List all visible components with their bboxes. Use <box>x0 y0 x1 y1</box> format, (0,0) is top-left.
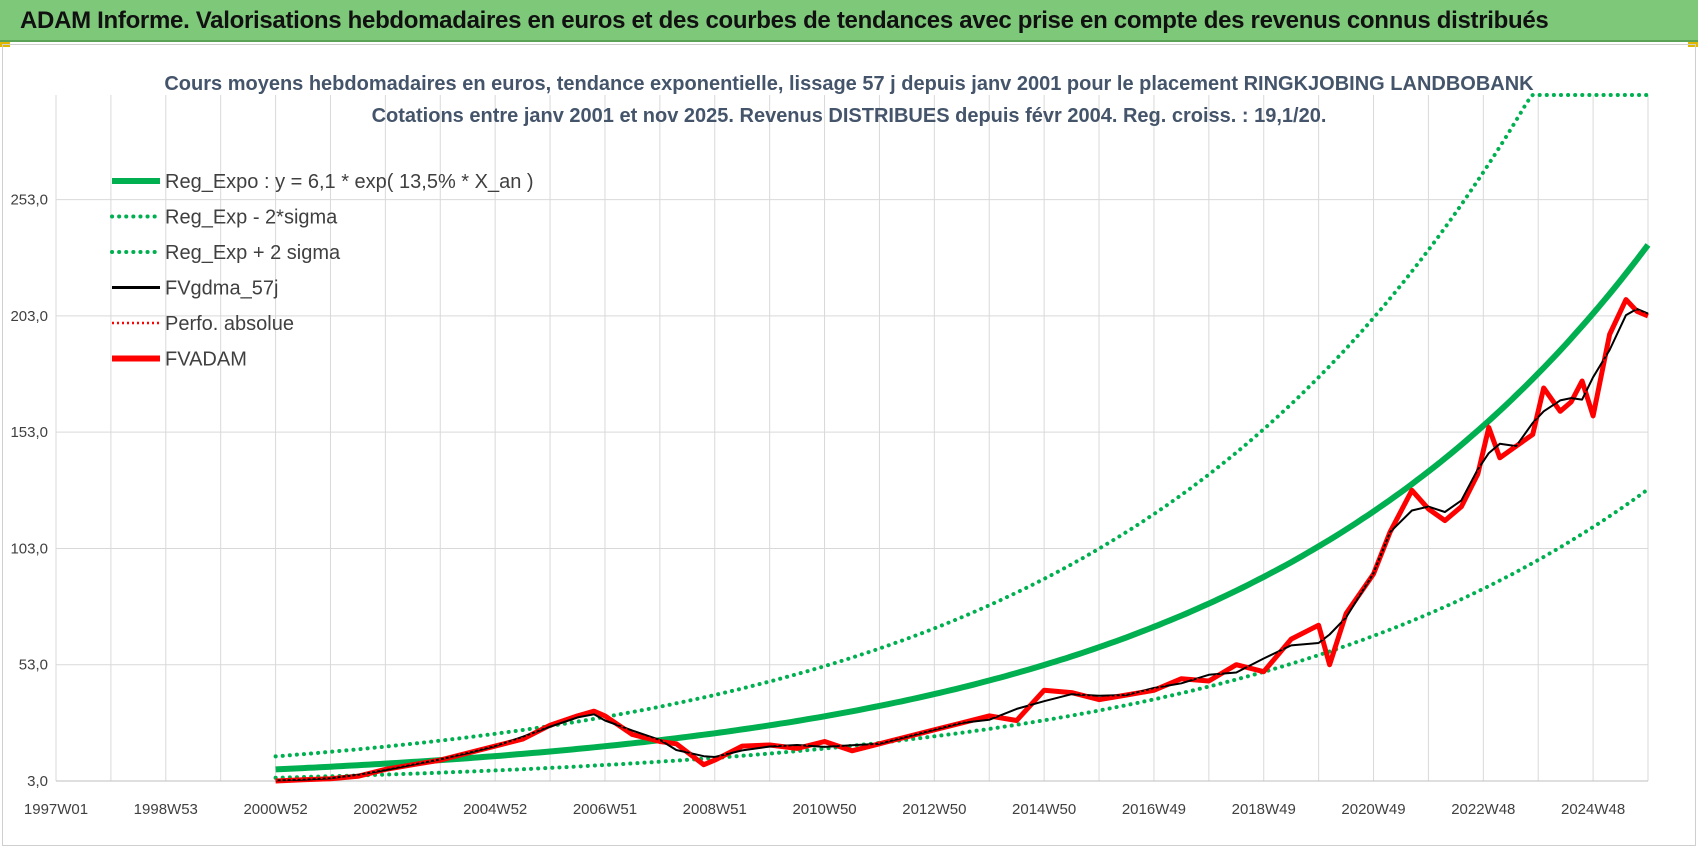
chart-title-line-1: Cours moyens hebdomadaires en euros, ten… <box>164 73 1534 95</box>
legend-label: Perfo. absolue <box>165 313 294 335</box>
legend-label: Reg_Expo : y = 6,1 * exp( 13,5% * X_an ) <box>165 171 534 193</box>
series-layer <box>273 93 1651 784</box>
grid <box>55 95 1649 782</box>
legend-label: FVADAM <box>165 349 247 371</box>
y-tick-label: 153,0 <box>10 424 48 441</box>
x-tick-label: 2014W50 <box>1012 801 1076 818</box>
reg-minus-2sigma-line <box>273 487 1650 780</box>
banner-title: ADAM Informe. Valorisations hebdomadaire… <box>20 7 1549 34</box>
x-tick-label: 2006W51 <box>573 801 637 818</box>
x-tick-label: 2010W50 <box>792 801 856 818</box>
fvgdma-57j-line <box>275 307 1649 782</box>
x-tick-label: 2020W49 <box>1341 801 1405 818</box>
legend-label: Reg_Exp - 2*sigma <box>165 207 338 229</box>
y-tick-label: 103,0 <box>10 540 48 557</box>
x-tick-label: 2008W51 <box>683 801 747 818</box>
x-tick-label: 1997W01 <box>24 801 88 818</box>
x-tick-label: 2002W52 <box>353 801 417 818</box>
y-tick-label: 53,0 <box>19 657 48 674</box>
x-tick-label: 2024W48 <box>1561 801 1625 818</box>
legend-label: FVgdma_57j <box>165 278 278 300</box>
x-tick-label: 2000W52 <box>243 801 307 818</box>
chart-title-line-2: Cotations entre janv 2001 et nov 2025. R… <box>372 105 1327 127</box>
reg-expo-line <box>275 243 1651 773</box>
x-tick-label: 2018W49 <box>1232 801 1296 818</box>
x-tick-label: 2016W49 <box>1122 801 1186 818</box>
fvadam-line <box>275 297 1649 784</box>
y-tick-label: 3,0 <box>27 773 48 790</box>
x-tick-label: 2012W50 <box>902 801 966 818</box>
legend: Reg_Expo : y = 6,1 * exp( 13,5% * X_an )… <box>110 171 534 371</box>
y-tick-label: 203,0 <box>10 308 48 325</box>
x-tick-label: 1998W53 <box>134 801 198 818</box>
y-tick-label: 253,0 <box>10 192 48 209</box>
perfo-absolue-line <box>275 296 1649 781</box>
axis-labels: 3,0 53,0 103,0 153,0 203,0 253,0 1997W01 1998W5… <box>10 192 1625 818</box>
legend-label: Reg_Exp + 2 sigma <box>165 242 341 264</box>
x-tick-label: 2022W48 <box>1451 801 1515 818</box>
header-banner: ADAM Informe. Valorisations hebdomadaire… <box>0 0 1698 42</box>
reg-plus-2sigma-line <box>273 93 1650 759</box>
chart-frame <box>2 44 1696 846</box>
x-tick-label: 2004W52 <box>463 801 527 818</box>
